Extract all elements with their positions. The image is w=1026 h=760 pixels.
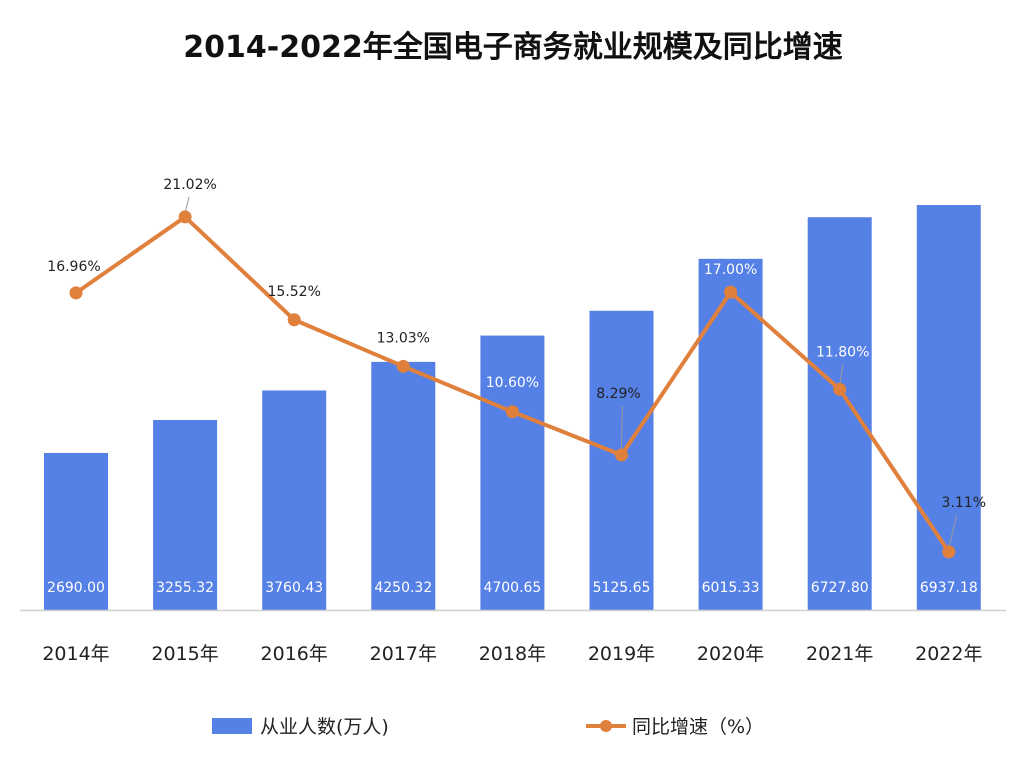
x-tick-label: 2021年 (806, 643, 873, 665)
x-tick-label: 2017年 (370, 643, 437, 665)
bar-value-label: 3255.32 (156, 580, 214, 596)
bar-value-label: 6937.18 (920, 580, 978, 596)
line-point (287, 313, 301, 327)
x-tick-label: 2019年 (588, 643, 655, 665)
leader-line (948, 514, 958, 548)
combo-chart: 2690.00 2014年 3255.32 2015年 3760.43 2016年 4250… (20, 177, 1006, 665)
bar (807, 217, 872, 611)
x-tick-label: 2020年 (697, 643, 764, 665)
legend-label-bars: 从业人数(万人) (260, 716, 389, 738)
line-point (69, 286, 83, 300)
x-tick-label: 2016年 (261, 643, 328, 665)
x-tick-label: 2015年 (151, 643, 218, 665)
bar-value-label: 4700.65 (483, 580, 541, 596)
legend-bar-swatch (212, 717, 252, 734)
line-point (833, 382, 847, 396)
line-point (615, 448, 628, 462)
line-point (396, 359, 410, 373)
x-tick-label: 2022年 (915, 643, 982, 665)
leader-line (839, 364, 844, 386)
bar-value-label: 6727.80 (811, 580, 869, 596)
bar (480, 335, 545, 610)
line-value-label: 13.03% (377, 330, 430, 346)
bar (44, 452, 108, 610)
legend-label-line: 同比增速（%） (632, 716, 765, 738)
line-point (724, 285, 738, 299)
line-point (505, 405, 519, 419)
line-value-label: 16.96% (47, 259, 100, 275)
bar-value-label: 3760.43 (265, 580, 323, 596)
bar-value-label: 5125.65 (593, 580, 651, 596)
line-value-label: 3.11% (942, 495, 986, 511)
line-point (942, 545, 956, 559)
bar (916, 205, 981, 610)
line-value-label: 15.52% (268, 284, 321, 300)
line-point (178, 210, 192, 224)
line-value-label: 10.60% (486, 375, 539, 391)
line-value-label: 17.00% (704, 262, 757, 278)
leader-line (184, 196, 190, 214)
line-value-label: 21.02% (163, 177, 216, 193)
bar-value-label: 2690.00 (47, 580, 105, 596)
line-value-label: 11.80% (816, 344, 869, 360)
x-tick-label: 2018年 (479, 643, 546, 665)
leader-line (621, 405, 623, 451)
bar (371, 361, 436, 610)
bar (698, 258, 763, 610)
bar (262, 390, 327, 610)
legend-line-swatch (586, 719, 626, 732)
bar-value-label: 4250.32 (374, 580, 432, 596)
x-tick-label: 2014年 (42, 643, 109, 665)
legend-item-bars: 从业人数(万人) (212, 712, 389, 739)
bar (153, 419, 218, 610)
line-value-label: 8.29% (596, 386, 640, 402)
chart-title: 2014-2022年全国电子商务就业规模及同比增速 (183, 30, 843, 65)
bar-value-label: 6015.33 (702, 580, 760, 596)
legend-item-line: 同比增速（%） (586, 712, 764, 739)
